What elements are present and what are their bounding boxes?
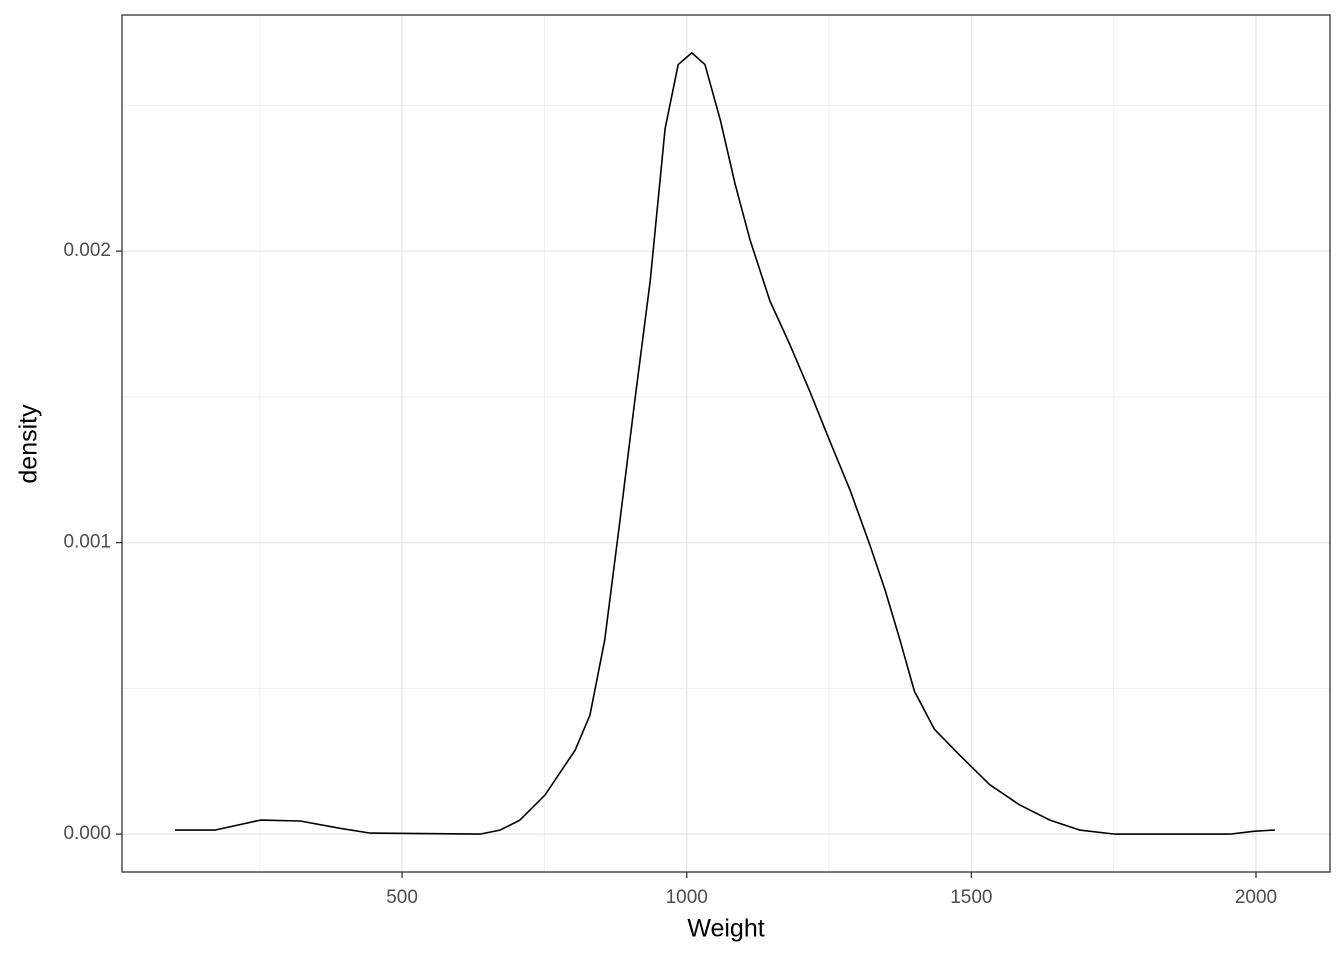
density-line: [174, 52, 1275, 835]
panel: [122, 15, 1330, 872]
grid: [122, 15, 1330, 872]
y-tick-label: 0.002: [63, 240, 111, 261]
x-tick-label: 1500: [950, 887, 992, 908]
x-tick-label: 500: [386, 887, 418, 908]
y-tick-label: 0.000: [63, 823, 111, 844]
x-tick-label: 2000: [1235, 887, 1277, 908]
y-axis-title: density: [15, 404, 43, 484]
y-tick-label: 0.001: [63, 532, 111, 553]
x-tick-label: 1000: [666, 887, 708, 908]
plot-area: [174, 52, 1275, 835]
panel-border: [121, 14, 1331, 873]
x-axis-title: Weight: [687, 915, 764, 943]
